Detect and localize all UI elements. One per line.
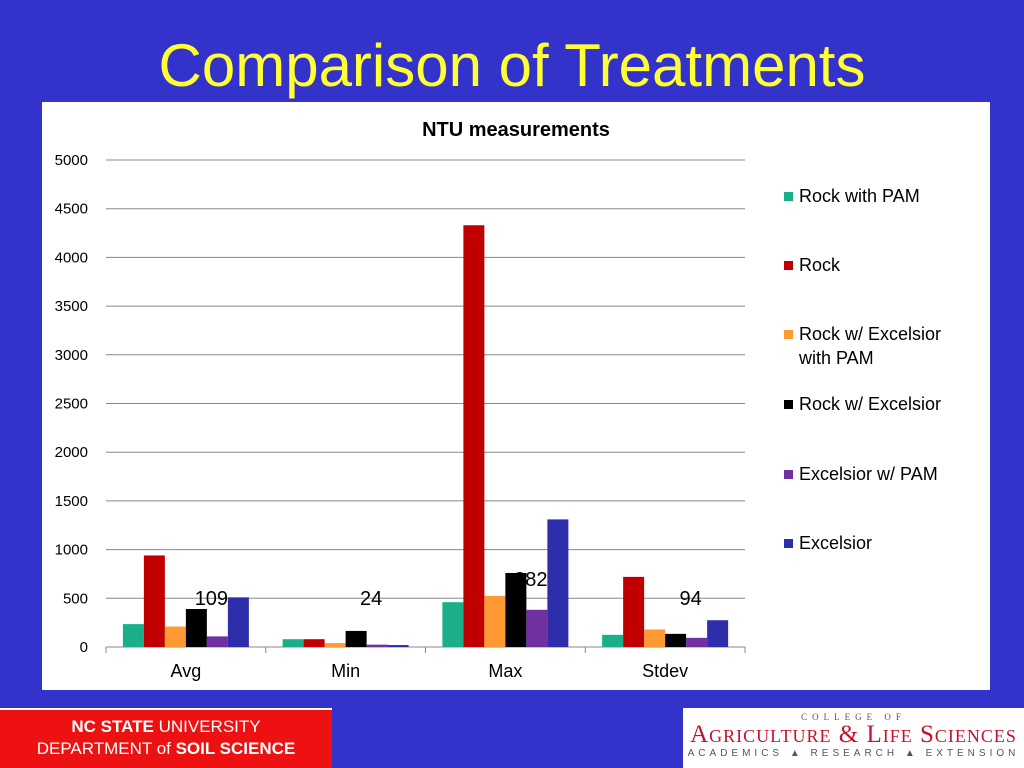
- college-logo: COLLEGE OF Agriculture & Life Sciences A…: [683, 708, 1024, 768]
- bar: [602, 634, 624, 647]
- x-tick-label: Min: [331, 661, 360, 681]
- bar: [366, 644, 388, 647]
- y-tick-label: 4500: [55, 201, 88, 218]
- legend-label: Excelsior: [799, 533, 872, 553]
- x-tick-label: Max: [488, 661, 522, 681]
- y-tick-label: 1500: [55, 493, 88, 510]
- legend-label-continued: with PAM: [798, 348, 874, 368]
- bar: [526, 609, 548, 647]
- legend-swatch: [784, 470, 793, 479]
- bar: [644, 629, 666, 647]
- chart-title: NTU measurements: [422, 119, 610, 141]
- y-tick-label: 2500: [55, 396, 88, 413]
- x-tick-label: Avg: [171, 661, 202, 681]
- bar: [707, 620, 729, 647]
- bar: [387, 645, 409, 647]
- y-tick-label: 2000: [55, 444, 88, 461]
- bar: [185, 609, 207, 647]
- bar: [665, 633, 687, 647]
- bar: [505, 572, 527, 647]
- legend-swatch: [784, 400, 793, 409]
- footer-department-prefix: DEPARTMENT: [36, 739, 157, 758]
- footer-soil-science: SOIL SCIENCE: [170, 739, 296, 758]
- bar: [547, 519, 569, 647]
- footer-university-line: NC STATE UNIVERSITY: [0, 716, 332, 738]
- data-label: 94: [680, 588, 702, 610]
- footer-of: of: [156, 739, 171, 758]
- bar: [623, 576, 645, 647]
- y-tick-label: 5000: [55, 152, 88, 169]
- legend-label: Rock: [799, 255, 841, 275]
- logo-college-text: COLLEGE OF: [801, 712, 906, 722]
- bar: [345, 630, 367, 647]
- footer-department-line: DEPARTMENT of SOIL SCIENCE: [0, 738, 332, 760]
- y-tick-label: 3500: [55, 298, 88, 315]
- legend-swatch: [784, 330, 793, 339]
- y-tick-label: 1000: [55, 542, 88, 559]
- logo-main-text: Agriculture & Life Sciences: [690, 721, 1017, 748]
- logo-sub-text: ACADEMICS ▲ RESEARCH ▲ EXTENSION: [687, 748, 1020, 759]
- data-label: 24: [360, 588, 382, 610]
- bar: [164, 626, 186, 647]
- x-tick-label: Stdev: [642, 661, 688, 681]
- legend-label: Rock w/ Excelsior: [799, 324, 941, 344]
- bar: [122, 624, 144, 647]
- legend-label: Rock w/ Excelsior: [799, 394, 941, 414]
- y-tick-label: 0: [80, 639, 88, 656]
- legend-swatch: [784, 261, 793, 270]
- y-tick-label: 4000: [55, 249, 88, 266]
- bar: [686, 637, 708, 647]
- footer-nc-state: NC STATE: [71, 717, 154, 736]
- legend-label: Rock with PAM: [799, 186, 920, 206]
- bar: [303, 639, 325, 647]
- bar: [143, 555, 165, 647]
- chart-panel: NTU measurements 0 500 1000 1500 2000 2500 3000…: [42, 102, 990, 690]
- legend-swatch: [784, 539, 793, 548]
- legend-swatch: [784, 192, 793, 201]
- bar: [227, 597, 249, 647]
- footer-department: NC STATE UNIVERSITY DEPARTMENT of SOIL S…: [0, 708, 332, 768]
- data-label: 382: [514, 569, 547, 591]
- bar: [442, 602, 464, 647]
- bar: [206, 636, 228, 647]
- data-label: 109: [195, 588, 228, 610]
- slide-title: Comparison of Treatments: [158, 32, 866, 99]
- footer-university: UNIVERSITY: [153, 717, 261, 736]
- bar: [324, 643, 346, 647]
- bar: [463, 225, 485, 647]
- bar: [484, 595, 506, 647]
- chart-svg: NTU measurements 0 500 1000 1500 2000 2500 3000…: [55, 119, 941, 681]
- legend-label: Excelsior w/ PAM: [799, 464, 938, 484]
- y-tick-label: 3000: [55, 347, 88, 364]
- y-tick-label: 500: [63, 590, 88, 607]
- bar: [282, 639, 304, 647]
